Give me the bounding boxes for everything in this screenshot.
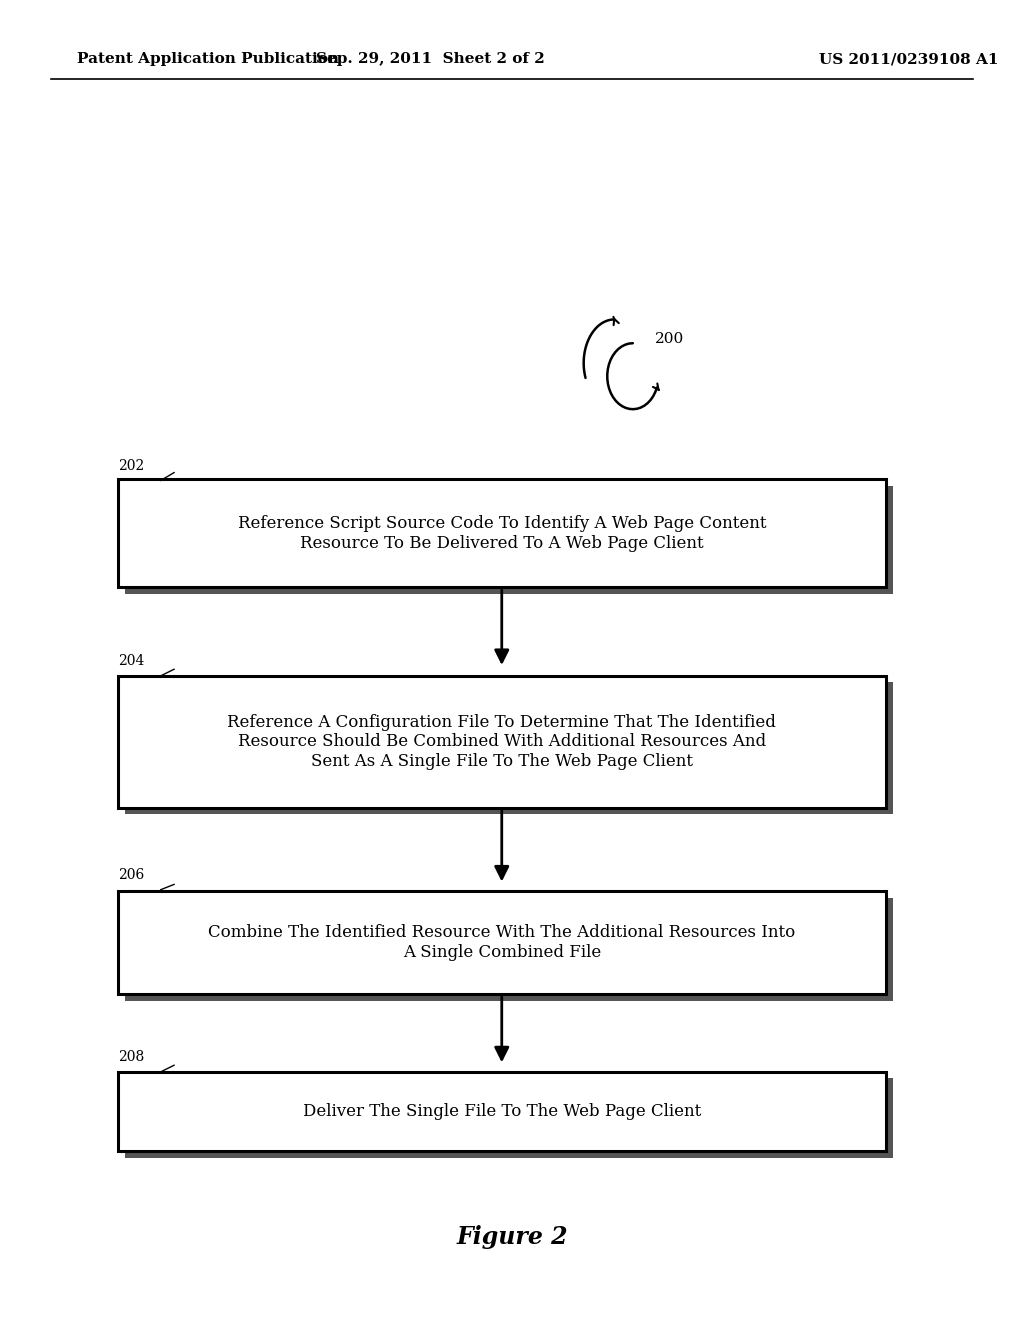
Text: 206: 206: [118, 867, 144, 882]
Bar: [118, 1072, 886, 1151]
Bar: [125, 682, 893, 814]
Bar: [118, 479, 886, 587]
Text: 204: 204: [118, 653, 144, 668]
Bar: [125, 898, 893, 1001]
Text: 208: 208: [118, 1049, 144, 1064]
Text: Deliver The Single File To The Web Page Client: Deliver The Single File To The Web Page …: [303, 1104, 700, 1119]
Bar: [125, 486, 893, 594]
Text: Reference A Configuration File To Determine That The Identified
Resource Should : Reference A Configuration File To Determ…: [227, 714, 776, 770]
Text: Patent Application Publication: Patent Application Publication: [77, 53, 339, 66]
Text: 200: 200: [655, 333, 685, 346]
Text: Sep. 29, 2011  Sheet 2 of 2: Sep. 29, 2011 Sheet 2 of 2: [315, 53, 545, 66]
Text: Reference Script Source Code To Identify A Web Page Content
Resource To Be Deliv: Reference Script Source Code To Identify…: [238, 515, 766, 552]
Bar: [118, 676, 886, 808]
Bar: [118, 891, 886, 994]
Bar: [125, 1078, 893, 1158]
Text: US 2011/0239108 A1: US 2011/0239108 A1: [819, 53, 998, 66]
Text: Combine The Identified Resource With The Additional Resources Into
A Single Comb: Combine The Identified Resource With The…: [208, 924, 796, 961]
Text: Figure 2: Figure 2: [456, 1225, 568, 1249]
Text: 202: 202: [118, 458, 144, 473]
